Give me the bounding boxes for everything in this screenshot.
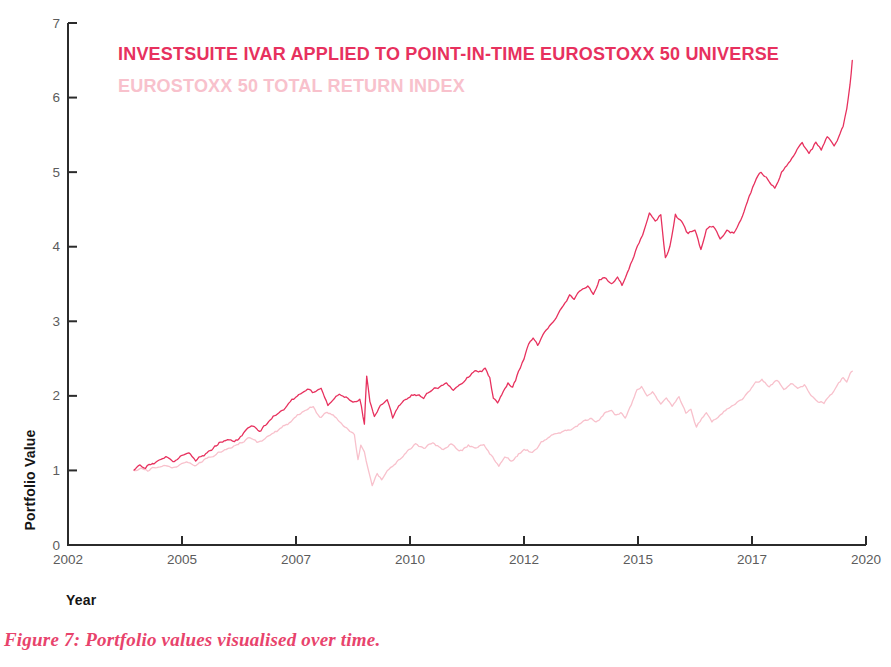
x-tick-label: 2005 xyxy=(167,552,197,567)
x-tick-label: 2007 xyxy=(281,552,311,567)
y-axis-title: Portfolio Value xyxy=(22,400,38,560)
series-ivar-line xyxy=(134,60,852,470)
y-tick-label: 5 xyxy=(52,165,60,180)
y-tick-label: 4 xyxy=(52,239,60,254)
y-tick-label: 0 xyxy=(52,538,60,553)
x-tick-label: 2017 xyxy=(737,552,767,567)
x-tick-label: 2015 xyxy=(623,552,653,567)
y-tick-label: 7 xyxy=(52,16,60,31)
chart-canvas: 0 1 2 3 4 5 6 7 2002 2005 2007 2010 2012 2015 2017 2020 xyxy=(0,0,891,667)
series-index-line xyxy=(134,371,852,486)
x-tick-label: 2002 xyxy=(53,552,83,567)
x-tick-label: 2020 xyxy=(851,552,881,567)
x-axis-title: Year xyxy=(66,592,96,608)
figure: 0 1 2 3 4 5 6 7 2002 2005 2007 2010 2012 2015 2017 2020… xyxy=(0,0,891,667)
figure-caption: Figure 7: Portfolio values visualised ov… xyxy=(4,629,380,651)
legend-index-label: EUROSTOXX 50 TOTAL RETURN INDEX xyxy=(118,77,465,95)
y-tick-label: 1 xyxy=(52,463,60,478)
x-tick-label: 2010 xyxy=(395,552,425,567)
y-tick-label: 6 xyxy=(52,90,60,105)
y-tick-label: 3 xyxy=(52,314,60,329)
y-tick-label: 2 xyxy=(52,388,60,403)
x-tick-label: 2012 xyxy=(509,552,539,567)
legend-ivar-label: INVESTSUITE IVAR APPLIED TO POINT-IN-TIM… xyxy=(118,45,779,63)
